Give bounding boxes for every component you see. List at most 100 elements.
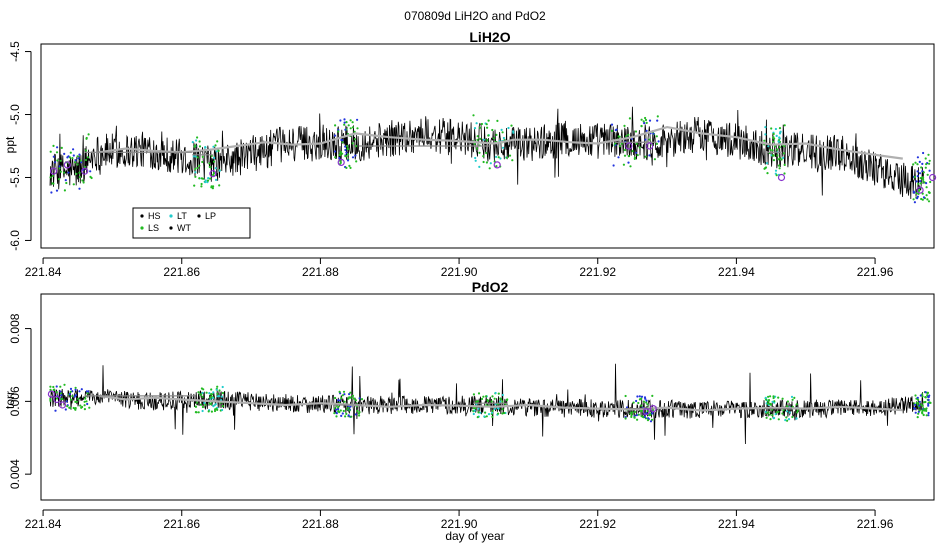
mode-point [497, 392, 500, 395]
mode-point [772, 396, 775, 400]
panel-pdo2: PdO2 torr 221.84 221.86 221.88 221.90 221.92… [3, 279, 935, 531]
mode-point [791, 398, 794, 401]
legend-label: WT [177, 223, 191, 233]
x-tick-label: 221.94 [718, 265, 755, 279]
mode-point [783, 145, 786, 148]
mode-point [644, 118, 648, 122]
mode-point [646, 403, 649, 406]
mode-point [479, 137, 482, 140]
mode-point [472, 393, 475, 396]
mode-point [625, 135, 628, 138]
mode-point [476, 135, 479, 138]
mode-point [645, 399, 648, 402]
mode-point [191, 141, 194, 144]
mode-point [216, 140, 219, 143]
x-axis: 221.84 221.86 221.88 221.90 221.92 221.94 221.… [25, 257, 894, 279]
mode-point [83, 408, 86, 411]
mode-point [357, 412, 361, 415]
mode-point [207, 410, 210, 413]
mode-point [927, 398, 930, 402]
mode-point [507, 126, 510, 130]
mode-point [215, 178, 218, 181]
mode-point [511, 159, 514, 162]
mode-point [764, 410, 767, 413]
y-tick-label: -4.5 [8, 41, 22, 62]
mode-point [485, 415, 488, 418]
mode-point [921, 162, 924, 165]
y-tick-label: -6.0 [8, 230, 22, 251]
marker-circle [209, 170, 217, 178]
mode-point [633, 410, 637, 414]
mode-point [74, 386, 77, 389]
mode-point [64, 179, 67, 182]
legend-label: LP [205, 211, 216, 221]
mode-point [769, 395, 772, 398]
mode-point [501, 400, 504, 403]
mode-point [221, 385, 224, 389]
legend-marker [169, 214, 173, 218]
mode-point [764, 133, 767, 136]
mode-point [197, 391, 200, 394]
mode-point [349, 391, 352, 394]
mode-point [915, 401, 919, 404]
mode-point [773, 145, 777, 148]
mode-point [220, 395, 223, 398]
mode-point [201, 391, 204, 394]
mode-point [922, 151, 925, 155]
mode-point [505, 156, 508, 159]
plot-frame [40, 43, 935, 249]
mode-point [49, 176, 52, 179]
mode-point [341, 394, 344, 397]
x-tick-label: 221.84 [25, 265, 62, 279]
mode-point [343, 400, 346, 403]
mode-point [349, 396, 352, 399]
mode-point [485, 161, 488, 164]
mode-point [69, 398, 73, 401]
mode-point [655, 135, 658, 138]
y-tick-label: 0.006 [8, 386, 22, 416]
y-axis: -6.0 -5.5 -5.0 -4.5 [8, 41, 32, 251]
mode-point [59, 392, 63, 395]
mode-point [49, 150, 52, 153]
mode-point [475, 122, 478, 125]
mode-point [767, 395, 770, 398]
mode-point [54, 409, 57, 412]
mode-point [55, 151, 59, 154]
mode-point [633, 416, 636, 419]
mode-point [50, 191, 53, 194]
mode-point [638, 395, 641, 398]
mode-point [769, 418, 772, 421]
x-tick-label: 221.92 [579, 517, 616, 531]
mode-point [627, 155, 631, 158]
mode-point [192, 155, 195, 158]
mode-point [334, 150, 337, 153]
mode-point [214, 167, 217, 170]
mode-point [778, 167, 781, 170]
mode-point [506, 398, 509, 401]
mode-point [342, 390, 346, 393]
mode-point [214, 403, 217, 406]
mode-point [214, 144, 217, 147]
mode-point [72, 183, 75, 186]
mode-point [51, 174, 55, 177]
mode-point [924, 166, 927, 169]
x-tick-label: 221.88 [302, 265, 339, 279]
y-axis: 0.004 0.006 0.008 [8, 313, 32, 489]
mode-point [921, 395, 924, 398]
mode-point [783, 124, 786, 127]
mode-point [511, 130, 515, 133]
mode-point [618, 135, 621, 138]
mode-point [777, 164, 781, 167]
mode-point [198, 145, 202, 148]
mode-point [347, 124, 350, 127]
mode-point [337, 405, 340, 408]
mode-point [657, 140, 660, 143]
mode-point [353, 138, 356, 141]
mode-point [773, 416, 776, 420]
mode-point [221, 404, 224, 408]
mode-point [913, 407, 916, 410]
mode-point [209, 166, 212, 169]
mode-point [772, 159, 776, 162]
mode-point [81, 179, 84, 182]
mode-point [647, 417, 650, 420]
